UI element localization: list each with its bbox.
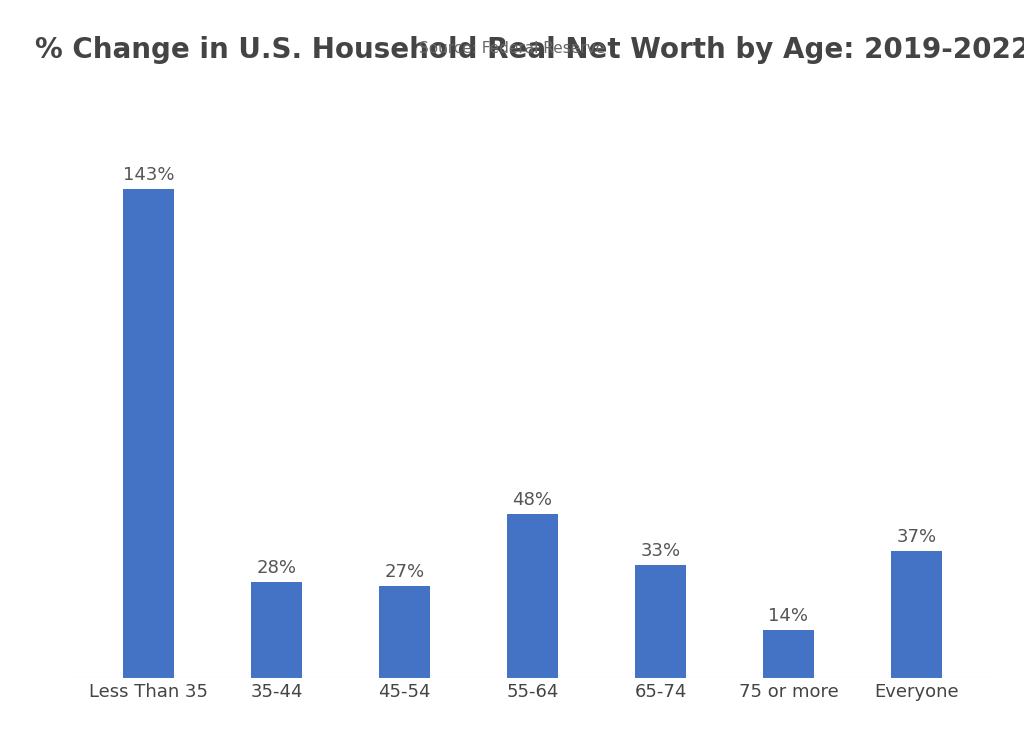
Text: Source: Federal Reserve: Source: Federal Reserve <box>419 41 605 56</box>
Bar <box>123 189 174 678</box>
Text: 143%: 143% <box>123 166 174 184</box>
Title: % Change in U.S. Household Real Net Worth by Age: 2019-2022: % Change in U.S. Household Real Net Wort… <box>35 36 1024 64</box>
Bar <box>251 583 302 678</box>
Text: 27%: 27% <box>384 562 425 580</box>
Text: 14%: 14% <box>768 607 809 625</box>
Text: 37%: 37% <box>896 528 937 546</box>
Text: 48%: 48% <box>512 491 553 509</box>
Text: 28%: 28% <box>256 559 297 577</box>
Bar <box>379 586 430 678</box>
Bar <box>507 514 558 678</box>
Text: 33%: 33% <box>640 542 681 560</box>
Bar <box>891 551 942 678</box>
Bar <box>763 630 814 678</box>
Bar <box>635 565 686 678</box>
